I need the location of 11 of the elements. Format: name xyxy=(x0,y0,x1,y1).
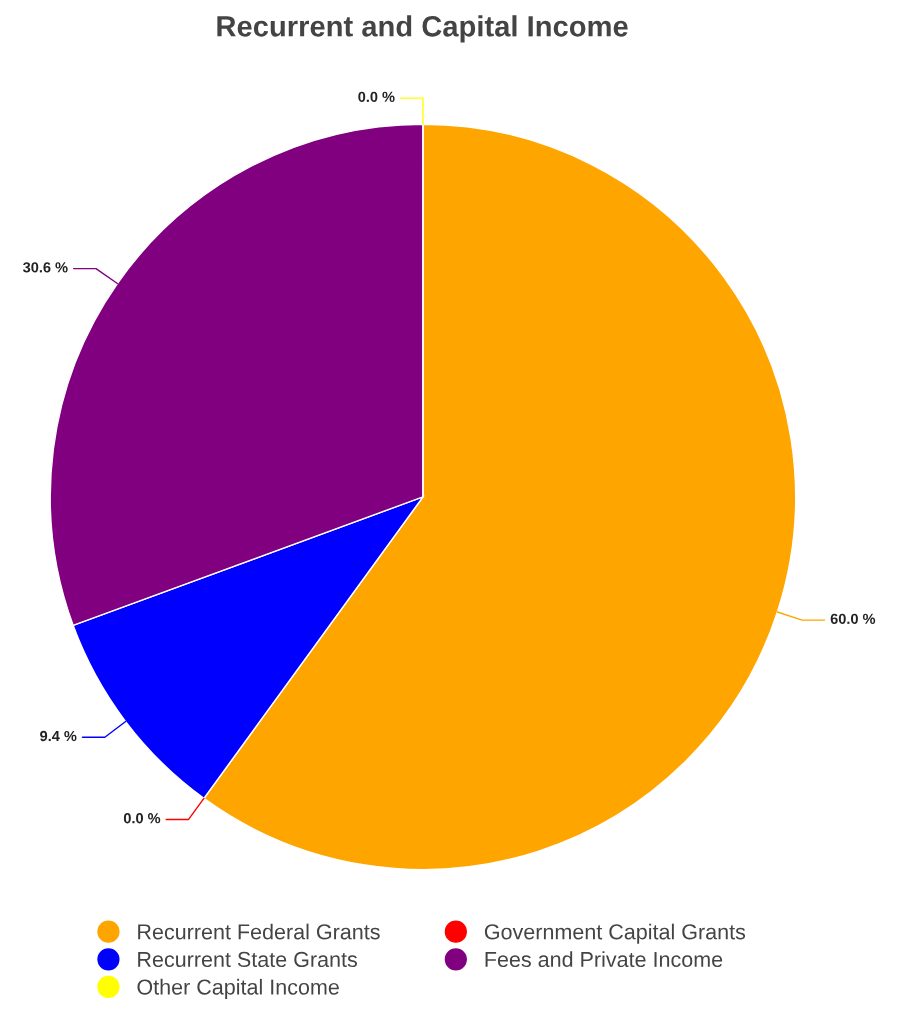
data-label: 60.0 % xyxy=(830,613,876,624)
data-label: 30.6 % xyxy=(22,262,68,273)
legend-label: Fees and Private Income xyxy=(485,951,723,968)
legend-label: Recurrent State Grants xyxy=(138,951,357,968)
text: 0.0 % xyxy=(358,91,395,103)
legend-label: Government Capital Grants xyxy=(484,923,746,944)
chart-title: Recurrent and Capital Income xyxy=(217,15,628,43)
text: 0.0 % xyxy=(123,813,161,824)
data-label: 9.4 % xyxy=(40,730,77,742)
legend-label: Recurrent Federal Grants xyxy=(138,923,380,940)
legend-label: Other Capital Income xyxy=(137,978,339,999)
